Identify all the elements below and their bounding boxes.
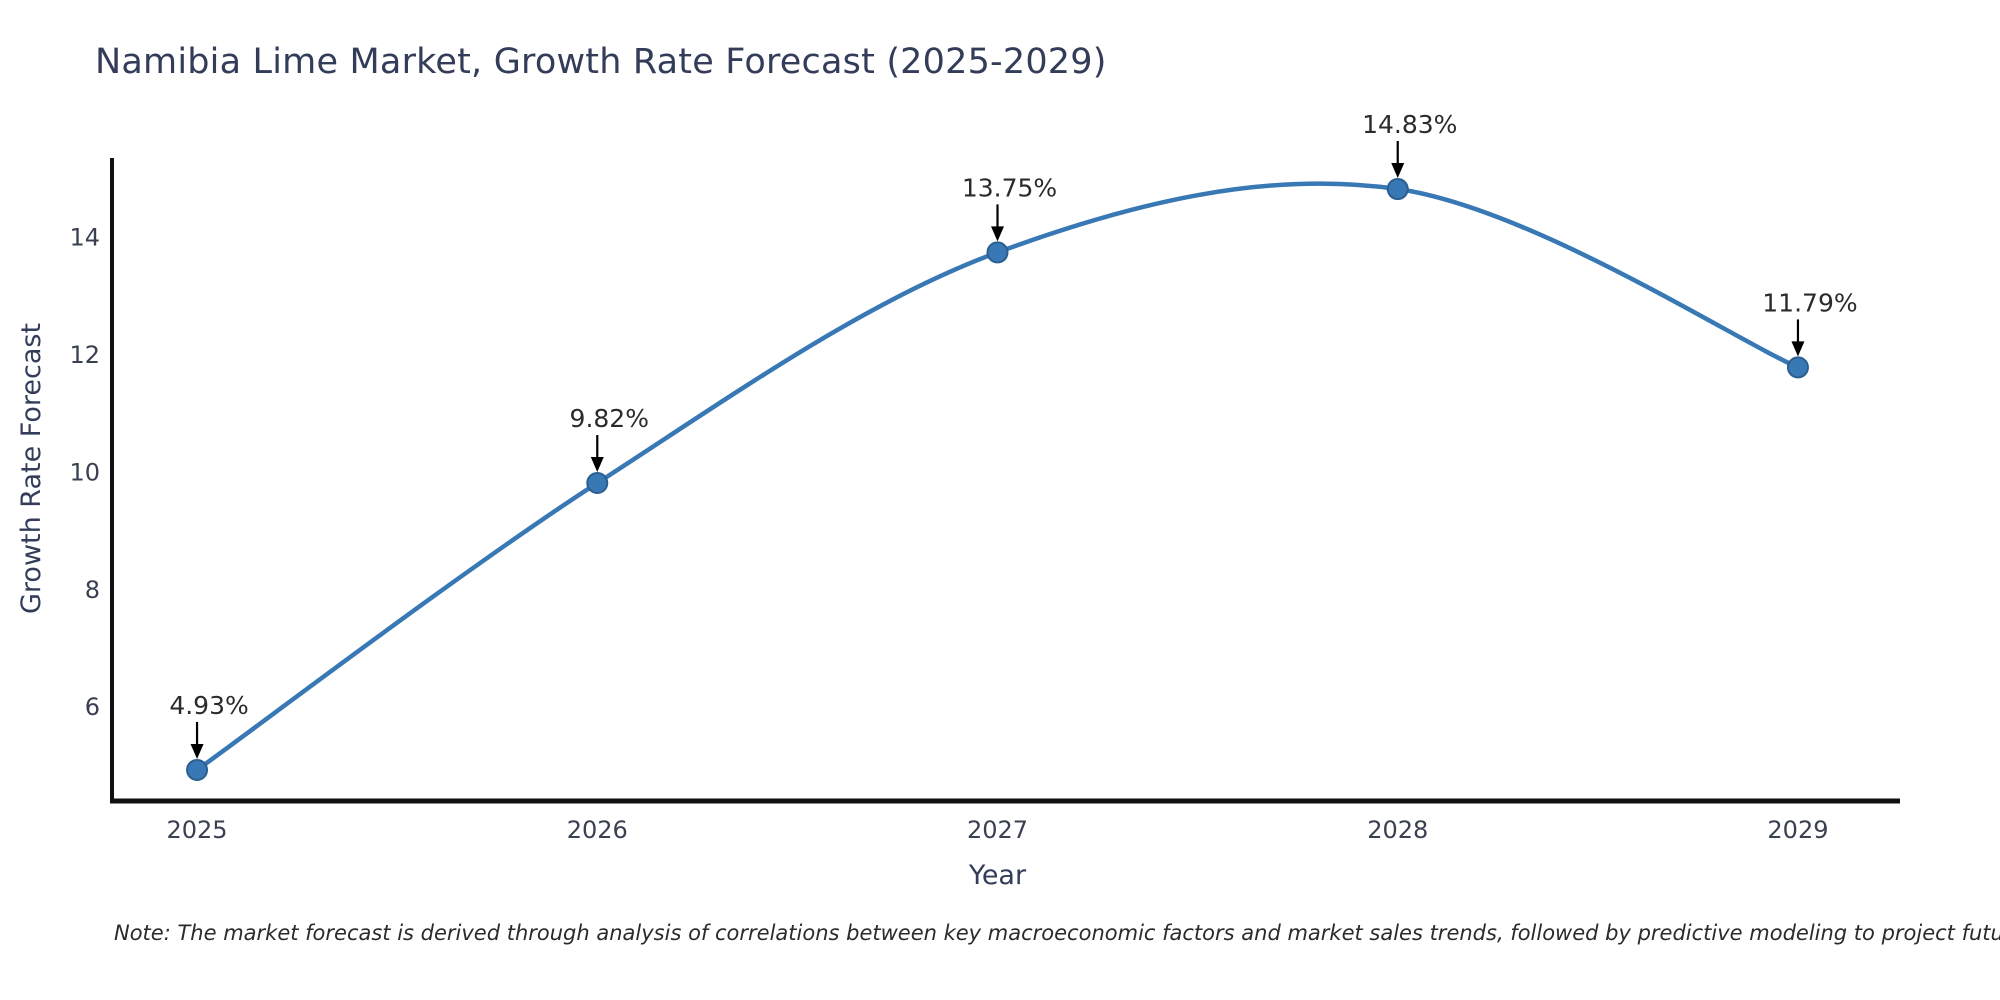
- y-tick-label: 8: [85, 576, 100, 604]
- x-tick-label: 2026: [567, 816, 628, 844]
- annotation-arrow-head: [991, 226, 1004, 242]
- data-point-label: 14.83%: [1362, 110, 1457, 139]
- y-tick-label: 6: [85, 693, 100, 721]
- y-axis-title: Growth Rate Forecast: [16, 322, 47, 614]
- data-point-label: 13.75%: [962, 173, 1057, 202]
- y-tick-label: 10: [69, 458, 100, 486]
- x-tick-label: 2027: [967, 816, 1028, 844]
- data-point-2029: [1786, 356, 1809, 379]
- data-point-2026: [586, 472, 609, 495]
- footnote: Note: The market forecast is derived thr…: [114, 921, 2000, 945]
- annotation-arrow-head: [1791, 341, 1805, 357]
- data-point-label: 9.82%: [570, 404, 649, 433]
- data-point-2027: [986, 241, 1009, 264]
- x-tick-label: 2028: [1367, 816, 1428, 844]
- chart-title: Namibia Lime Market, Growth Rate Forecas…: [95, 42, 1107, 82]
- x-axis-title: Year: [968, 860, 1027, 891]
- forecast-line: [194, 181, 1801, 773]
- data-point-label: 11.79%: [1762, 288, 1857, 317]
- annotation-arrow-head: [1391, 163, 1405, 179]
- x-tick-label: 2029: [1767, 816, 1828, 844]
- annotation-arrow-head: [590, 457, 604, 473]
- annotation-arrow-head: [190, 743, 204, 759]
- data-point-2028: [1386, 178, 1409, 201]
- data-point-2025: [186, 758, 209, 781]
- y-tick-label: 14: [69, 224, 100, 252]
- y-tick-label: 12: [69, 341, 100, 369]
- x-tick-label: 2025: [167, 816, 228, 844]
- data-point-label: 4.93%: [169, 691, 248, 720]
